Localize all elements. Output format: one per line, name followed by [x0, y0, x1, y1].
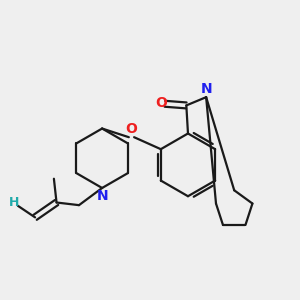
Text: N: N	[201, 82, 213, 96]
Text: O: O	[155, 96, 167, 110]
Text: N: N	[96, 189, 108, 203]
Text: H: H	[8, 196, 19, 209]
Text: O: O	[125, 122, 137, 136]
